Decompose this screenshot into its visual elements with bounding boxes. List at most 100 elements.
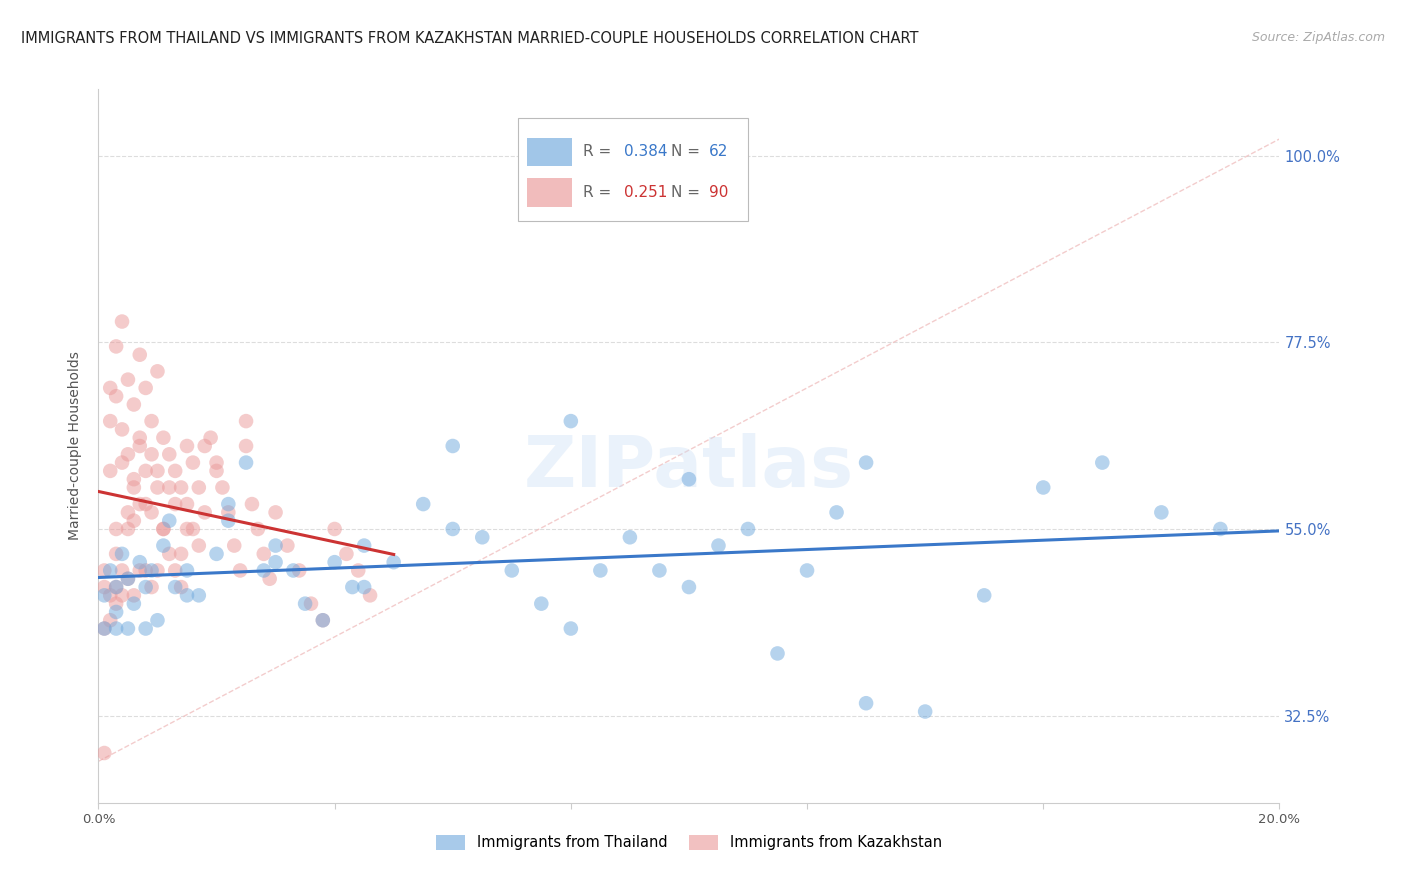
Point (235, 439, 257, 453)
Point (117, 572, 139, 586)
Point (111, 588, 134, 602)
Text: Source: ZipAtlas.com: Source: ZipAtlas.com (1251, 31, 1385, 45)
Point (146, 364, 169, 378)
Point (382, 555, 405, 569)
Point (141, 414, 163, 428)
Point (176, 588, 198, 602)
Point (441, 439, 464, 453)
Point (678, 580, 700, 594)
Point (246, 522, 269, 536)
Point (737, 522, 759, 536)
Point (200, 431, 222, 445)
Point (323, 555, 346, 569)
Point (170, 580, 193, 594)
Point (560, 414, 582, 428)
Point (194, 439, 217, 453)
Point (117, 447, 139, 461)
Point (224, 539, 246, 553)
Point (146, 464, 169, 478)
Point (105, 597, 128, 611)
Point (105, 522, 128, 536)
Point (1150, 505, 1173, 519)
Point (501, 564, 523, 578)
Point (122, 472, 145, 486)
Point (181, 456, 204, 470)
Text: IMMIGRANTS FROM THAILAND VS IMMIGRANTS FROM KAZAKHSTAN MARRIED-COUPLE HOUSEHOLDS: IMMIGRANTS FROM THAILAND VS IMMIGRANTS F… (21, 31, 918, 46)
Point (111, 456, 134, 470)
Point (111, 547, 134, 561)
Point (105, 580, 128, 594)
Point (323, 522, 346, 536)
Point (235, 456, 257, 470)
Point (176, 497, 198, 511)
Point (312, 613, 335, 627)
Point (176, 522, 198, 536)
Point (141, 564, 163, 578)
Point (117, 622, 139, 636)
Point (335, 547, 357, 561)
Point (353, 580, 375, 594)
Point (157, 514, 180, 528)
Point (122, 481, 145, 495)
Point (98, 588, 121, 602)
Point (146, 564, 169, 578)
Point (217, 505, 239, 519)
Text: 0.384: 0.384 (624, 145, 668, 160)
FancyBboxPatch shape (527, 137, 572, 166)
Point (766, 647, 789, 661)
Point (342, 580, 364, 594)
Text: 0.251: 0.251 (624, 186, 668, 200)
Point (825, 505, 848, 519)
Point (105, 339, 128, 353)
Point (283, 564, 305, 578)
Point (235, 414, 257, 428)
Point (205, 464, 228, 478)
Point (128, 497, 150, 511)
Point (117, 373, 139, 387)
Point (1209, 522, 1232, 536)
Point (105, 605, 128, 619)
Point (128, 348, 150, 362)
Point (229, 564, 252, 578)
Point (157, 447, 180, 461)
Point (146, 481, 169, 495)
Point (152, 431, 174, 445)
Point (135, 580, 157, 594)
Point (176, 564, 198, 578)
Point (205, 456, 228, 470)
Point (146, 613, 169, 627)
Point (264, 555, 287, 569)
Point (299, 597, 322, 611)
Point (194, 505, 217, 519)
Point (264, 539, 287, 553)
Point (1032, 481, 1054, 495)
Point (181, 522, 204, 536)
Point (412, 497, 434, 511)
Point (105, 389, 128, 403)
Point (152, 539, 174, 553)
Point (170, 547, 193, 561)
Point (128, 439, 150, 453)
Point (170, 481, 193, 495)
Point (359, 588, 381, 602)
Point (135, 564, 157, 578)
Point (157, 481, 180, 495)
Point (187, 539, 209, 553)
Text: ZIPatlas: ZIPatlas (524, 433, 853, 502)
Point (347, 564, 370, 578)
Point (117, 522, 139, 536)
Point (98, 464, 121, 478)
Point (122, 588, 145, 602)
Point (294, 597, 316, 611)
Point (157, 547, 180, 561)
Point (135, 464, 157, 478)
FancyBboxPatch shape (527, 178, 572, 207)
Point (93, 622, 115, 636)
Text: R =: R = (582, 145, 610, 160)
Point (135, 622, 157, 636)
Point (135, 497, 157, 511)
Point (128, 555, 150, 569)
Point (141, 580, 163, 594)
Point (111, 564, 134, 578)
Point (253, 564, 276, 578)
